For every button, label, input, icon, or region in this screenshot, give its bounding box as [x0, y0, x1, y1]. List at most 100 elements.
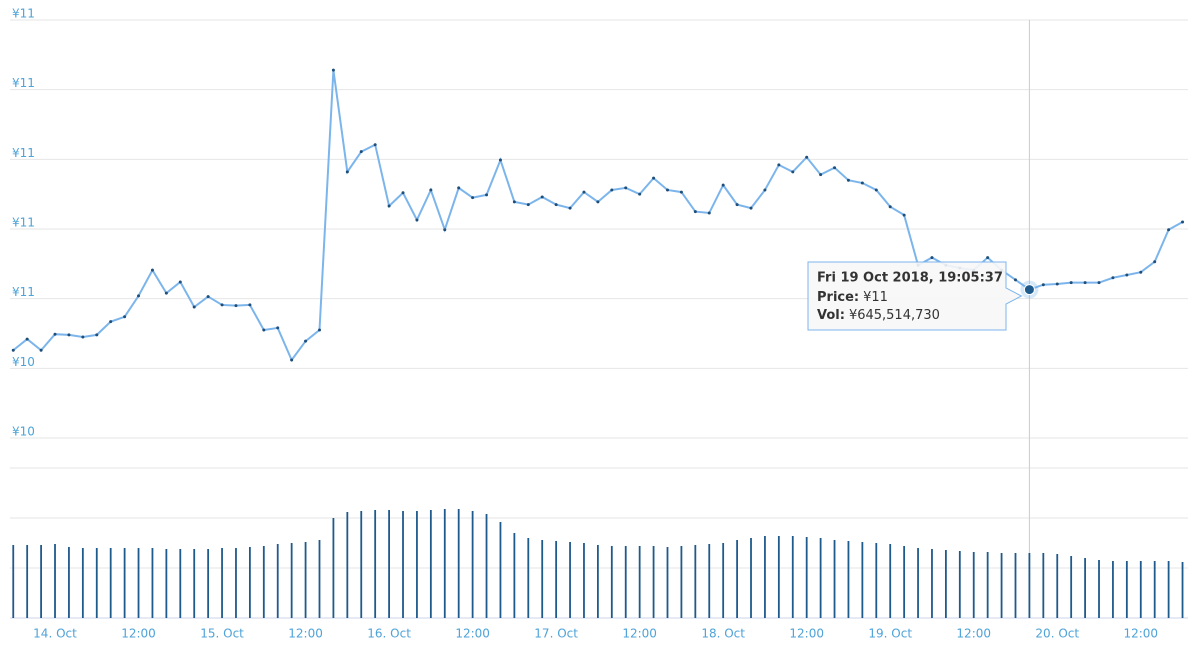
- volume-bar: [638, 546, 641, 618]
- x-tick-label: 16. Oct: [367, 627, 411, 641]
- volume-bar: [527, 538, 530, 618]
- price-point: [457, 186, 461, 190]
- price-point: [540, 195, 544, 199]
- volume-bar: [805, 537, 808, 618]
- x-tick-label: 12:00: [455, 627, 490, 641]
- price-point: [763, 188, 767, 192]
- volume-bar: [68, 547, 70, 618]
- tooltip-vol-label: Vol:: [817, 308, 845, 323]
- volume-bar: [290, 543, 293, 618]
- volume-bar: [179, 549, 182, 618]
- price-point: [1153, 260, 1157, 264]
- volume-bar: [889, 544, 892, 618]
- price-line: [12, 70, 1184, 362]
- price-point: [192, 305, 196, 309]
- price-point: [1069, 281, 1073, 285]
- volume-bar: [903, 546, 906, 618]
- volume-bar: [764, 536, 766, 618]
- volume-bar: [680, 546, 683, 618]
- volume-bar: [1028, 553, 1031, 618]
- price-point: [262, 328, 266, 332]
- price-point: [164, 291, 168, 295]
- volume-bar: [276, 544, 279, 618]
- volume-bar: [388, 510, 390, 618]
- volume-bar: [596, 545, 599, 618]
- price-point: [95, 333, 99, 337]
- volume-bar: [1084, 558, 1086, 618]
- y-tick-label: ¥11: [12, 7, 35, 21]
- y-tick-label: ¥11: [12, 285, 35, 299]
- price-point: [638, 192, 642, 196]
- volume-bar: [736, 540, 738, 618]
- volume-bar: [26, 545, 29, 618]
- price-point: [1013, 278, 1017, 282]
- price-point: [234, 304, 238, 308]
- price-point: [498, 158, 502, 162]
- x-tick-label: 17. Oct: [534, 627, 578, 641]
- price-point: [1139, 270, 1143, 274]
- x-tick-label: 19. Oct: [868, 627, 912, 641]
- price-point: [749, 206, 753, 210]
- tooltip-vol-value: ¥645,514,730: [849, 308, 940, 323]
- price-point: [25, 337, 29, 341]
- price-point: [888, 205, 892, 209]
- volume-bar: [485, 514, 488, 618]
- volume-bar: [875, 543, 878, 618]
- price-point: [665, 188, 669, 192]
- price-point: [652, 176, 656, 180]
- price-point: [833, 166, 837, 170]
- volume-bar: [221, 548, 223, 618]
- volume-bar: [694, 545, 697, 618]
- price-point: [373, 143, 377, 147]
- volume-bar: [109, 548, 112, 618]
- volume-bar: [81, 548, 84, 618]
- volume-bar: [666, 547, 669, 618]
- tooltip-vol: Vol: ¥645,514,730: [817, 308, 940, 323]
- volume-bar: [429, 510, 432, 618]
- x-tick-label: 20. Oct: [1035, 627, 1079, 641]
- price-point: [11, 348, 15, 352]
- price-point: [846, 178, 850, 182]
- tooltip-time: Fri 19 Oct 2018, 19:05:37: [817, 271, 1003, 286]
- price-point: [415, 218, 419, 222]
- volume-bar: [1000, 553, 1003, 618]
- y-tick-label: ¥11: [12, 216, 35, 230]
- volume-bar: [304, 542, 307, 618]
- volume-bar: [1181, 562, 1184, 618]
- volume-bar: [1098, 560, 1100, 618]
- price-point: [707, 211, 711, 215]
- hover-point: [1023, 284, 1035, 296]
- volume-bar: [555, 541, 558, 618]
- volume-bar: [402, 511, 404, 618]
- x-tick-label: 12:00: [121, 627, 156, 641]
- price-point: [805, 155, 809, 159]
- y-tick-label: ¥11: [12, 146, 35, 160]
- price-point: [679, 190, 683, 194]
- volume-bar: [708, 544, 711, 618]
- price-point: [693, 210, 697, 214]
- volume-bar: [777, 536, 780, 618]
- volume-bar: [610, 546, 613, 618]
- tooltip-price-value: ¥11: [863, 290, 888, 305]
- price-point: [1097, 281, 1101, 285]
- price-point: [387, 204, 391, 208]
- volume-bar: [1056, 554, 1059, 618]
- price-point: [930, 256, 934, 260]
- volume-bar: [722, 543, 725, 618]
- volume-bar: [569, 542, 571, 618]
- volume-bar: [1070, 556, 1073, 618]
- volume-bar: [248, 547, 251, 618]
- volume-bar: [123, 548, 126, 618]
- volume-bar: [471, 511, 474, 618]
- volume-bar: [12, 545, 15, 618]
- x-tick-label: 12:00: [956, 627, 991, 641]
- price-point: [39, 348, 43, 352]
- price-point: [150, 268, 154, 272]
- price-point: [791, 170, 795, 174]
- price-point: [123, 315, 127, 319]
- volume-bar: [346, 512, 349, 618]
- x-tick-label: 12:00: [1123, 627, 1158, 641]
- volume-bar: [1167, 561, 1170, 618]
